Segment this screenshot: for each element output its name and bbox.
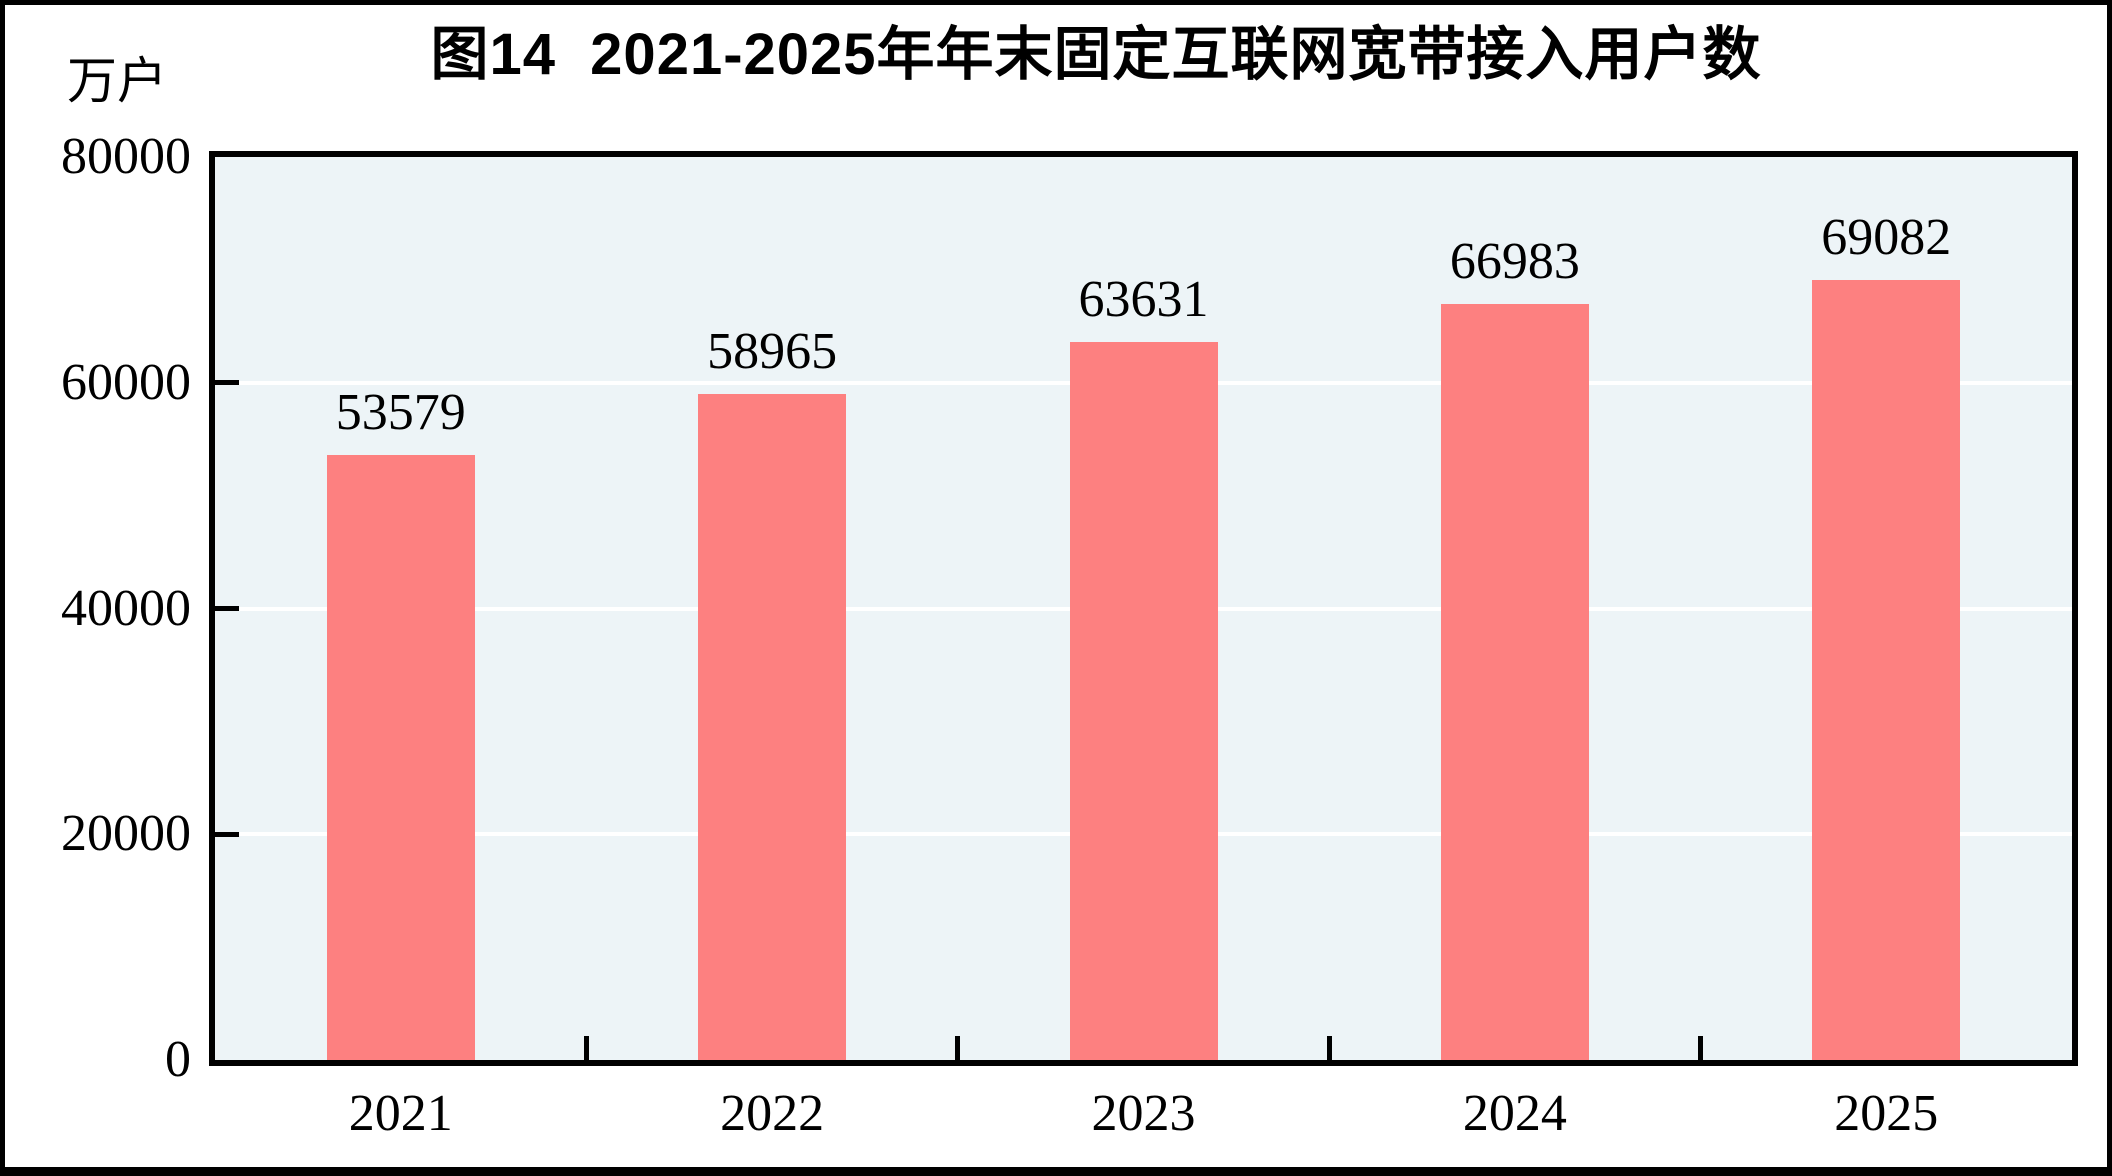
bar-2022 — [698, 394, 847, 1060]
y-axis-label-40000: 40000 — [61, 579, 191, 637]
plot-area: 53579 58965 63631 66983 69082 — [209, 151, 2078, 1066]
x-axis-label-2022: 2022 — [720, 1085, 825, 1142]
x-axis-label-2025: 2025 — [1834, 1085, 1939, 1142]
bar-2025 — [1812, 280, 1961, 1060]
x-axis-label-2024: 2024 — [1462, 1085, 1567, 1142]
y-axis-tick-mark — [215, 606, 239, 611]
x-axis-label-2021: 2021 — [348, 1085, 453, 1142]
bar-value-label: 69082 — [1821, 209, 1952, 267]
y-axis-label-80000: 80000 — [61, 128, 191, 185]
bar-2023 — [1069, 341, 1218, 1060]
y-axis-label-0: 0 — [165, 1031, 191, 1088]
x-axis-tick-mark — [955, 1036, 961, 1060]
y-axis-label-60000: 60000 — [61, 353, 191, 411]
y-axis-unit-label: 万户 — [67, 53, 167, 109]
bar-2024 — [1440, 303, 1589, 1060]
bar-value-label: 53579 — [335, 384, 466, 442]
bar-2021 — [326, 455, 475, 1060]
bar-value-label: 66983 — [1449, 232, 1580, 290]
bar-value-label: 58965 — [707, 323, 838, 381]
y-axis-tick-mark — [215, 380, 239, 386]
y-axis-tick-mark — [215, 831, 239, 837]
y-axis-label-20000: 20000 — [61, 805, 191, 863]
x-axis-label-2023: 2023 — [1091, 1085, 1196, 1142]
x-axis-tick-mark — [1326, 1036, 1332, 1060]
x-axis-tick-mark — [1698, 1036, 1704, 1060]
x-axis-tick-mark — [583, 1036, 589, 1060]
bar-value-label: 63631 — [1078, 270, 1209, 328]
chart-title: 图14 2021-2025年年末固定互联网宽带接入用户数 — [430, 22, 1762, 87]
